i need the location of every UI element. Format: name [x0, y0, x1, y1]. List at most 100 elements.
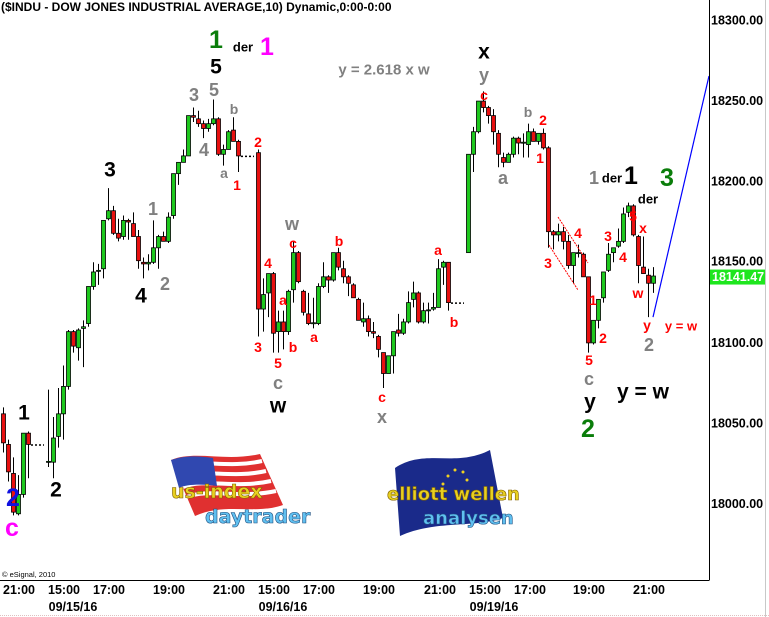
candle[interactable] — [476, 100, 481, 134]
candle[interactable] — [581, 252, 586, 278]
candle[interactable] — [281, 310, 286, 350]
candle[interactable] — [516, 136, 521, 155]
candle[interactable] — [561, 226, 566, 250]
plot-area[interactable] — [1, 91, 656, 516]
candle[interactable] — [356, 297, 361, 321]
candle[interactable] — [571, 252, 576, 284]
candle[interactable] — [346, 275, 351, 297]
candle[interactable] — [216, 117, 221, 156]
drawing-tools[interactable] — [548, 75, 710, 318]
candle[interactable] — [466, 153, 471, 254]
candle[interactable] — [361, 302, 366, 327]
candle[interactable] — [636, 234, 641, 284]
candle[interactable] — [291, 241, 296, 303]
candle[interactable] — [386, 355, 391, 374]
candle[interactable] — [496, 130, 501, 168]
candle[interactable] — [221, 144, 226, 166]
candle[interactable] — [51, 417, 56, 479]
candle[interactable] — [236, 139, 241, 173]
candle[interactable] — [401, 318, 406, 335]
candle[interactable] — [71, 330, 76, 353]
candle[interactable] — [551, 230, 556, 250]
candle[interactable] — [641, 236, 646, 274]
candle[interactable] — [146, 254, 151, 271]
candle[interactable] — [136, 230, 141, 269]
price-axis[interactable]: 18141.47 18000.00 18050.00 18100.00 18150.00… — [710, 14, 765, 512]
candle[interactable] — [1, 407, 6, 453]
candle[interactable] — [526, 123, 531, 158]
candle[interactable] — [61, 365, 66, 440]
candle[interactable] — [366, 315, 371, 337]
candle[interactable] — [286, 289, 291, 335]
candle[interactable] — [631, 204, 636, 237]
candle[interactable] — [306, 292, 311, 326]
candle[interactable] — [371, 321, 376, 339]
candle[interactable] — [431, 292, 436, 311]
candle[interactable] — [16, 475, 21, 516]
candle[interactable] — [311, 297, 316, 329]
candle[interactable] — [161, 231, 166, 242]
candle[interactable] — [171, 173, 176, 219]
candle[interactable] — [121, 215, 126, 240]
candle[interactable] — [186, 115, 191, 157]
candle[interactable] — [181, 149, 186, 163]
candle[interactable] — [411, 281, 416, 308]
candle[interactable] — [141, 257, 146, 279]
candle[interactable] — [616, 228, 621, 248]
candle[interactable] — [446, 261, 451, 311]
candle[interactable] — [101, 219, 106, 279]
candle[interactable] — [471, 126, 476, 173]
candle[interactable] — [116, 218, 121, 242]
candle[interactable] — [271, 271, 276, 353]
candle[interactable] — [26, 431, 31, 479]
candle[interactable] — [266, 273, 271, 318]
candle[interactable] — [211, 99, 216, 126]
candle[interactable] — [66, 330, 71, 390]
candle[interactable] — [501, 152, 506, 168]
candle[interactable] — [481, 91, 486, 113]
candle[interactable] — [86, 286, 91, 327]
time-axis[interactable]: 21:00 15:00 17:00 19:00 21:00 15:00 17:00 19:00… — [3, 583, 665, 614]
candle[interactable] — [131, 212, 136, 237]
candle[interactable] — [396, 313, 401, 337]
candle[interactable] — [256, 149, 261, 337]
candle[interactable] — [106, 188, 111, 221]
candle[interactable] — [341, 260, 346, 284]
candle[interactable] — [421, 302, 426, 324]
candle[interactable] — [586, 276, 591, 353]
candle[interactable] — [531, 128, 536, 142]
candle[interactable] — [546, 146, 551, 248]
candle[interactable] — [151, 220, 156, 264]
candle[interactable] — [621, 207, 626, 243]
candle[interactable] — [56, 388, 61, 448]
candle[interactable] — [196, 110, 201, 127]
candle[interactable] — [96, 263, 101, 285]
candle[interactable] — [21, 432, 26, 498]
projection-trendline[interactable] — [652, 75, 710, 318]
candle[interactable] — [506, 152, 511, 163]
candle[interactable] — [91, 262, 96, 290]
candle[interactable] — [376, 334, 381, 358]
candle[interactable] — [646, 268, 651, 318]
candle[interactable] — [596, 298, 601, 329]
candle[interactable] — [326, 275, 331, 293]
candle[interactable] — [276, 310, 281, 353]
channel-line[interactable] — [557, 216, 589, 264]
candle[interactable] — [206, 118, 211, 132]
candle[interactable] — [46, 389, 51, 468]
candle[interactable] — [566, 234, 571, 269]
candle[interactable] — [606, 242, 611, 272]
candle[interactable] — [486, 105, 491, 124]
candle[interactable] — [536, 132, 541, 145]
candle[interactable] — [191, 107, 196, 123]
candle[interactable] — [576, 244, 581, 258]
candle[interactable] — [336, 247, 341, 271]
candle[interactable] — [556, 223, 561, 242]
candle[interactable] — [126, 218, 131, 240]
candle[interactable] — [391, 331, 396, 374]
candle[interactable] — [591, 319, 596, 345]
candle[interactable] — [166, 212, 171, 243]
candle[interactable] — [296, 251, 301, 284]
candle[interactable] — [651, 267, 656, 293]
candle[interactable] — [6, 439, 11, 482]
